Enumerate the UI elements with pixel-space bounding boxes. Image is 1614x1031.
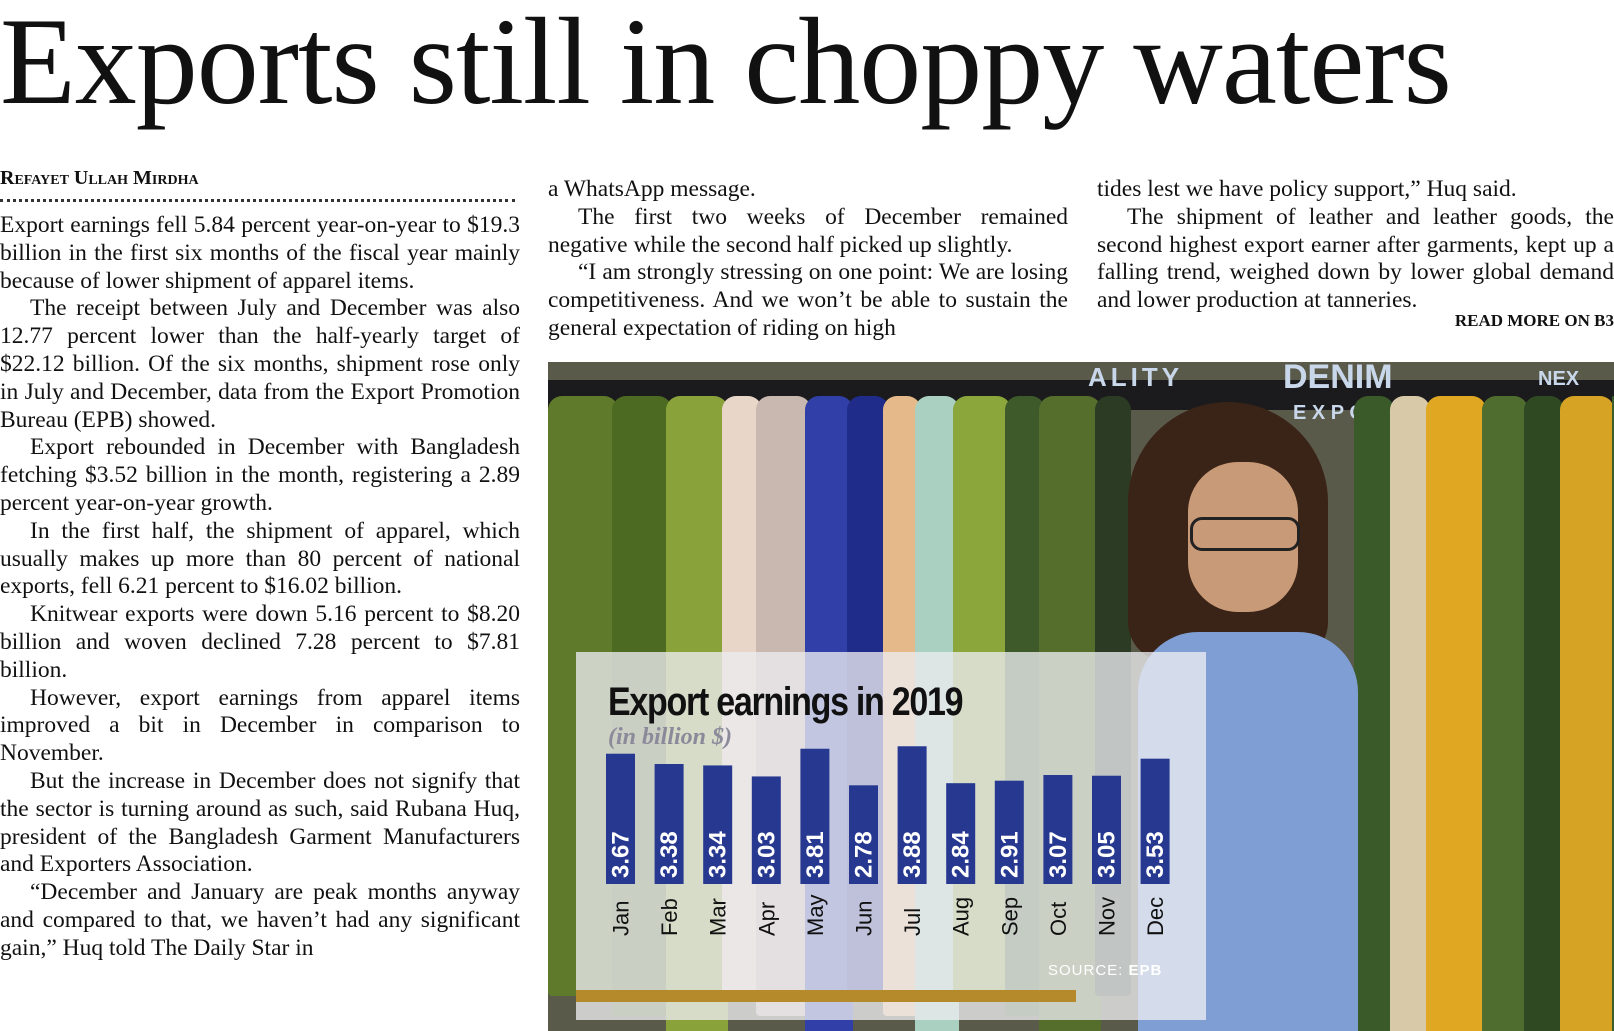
category-label: Feb xyxy=(657,898,682,936)
photo-sign-expo: E X P O xyxy=(1293,402,1365,424)
garment-rack-photo: ALITY DENIM E X P O NEX Export earnings … xyxy=(548,362,1614,1031)
bar-jan xyxy=(606,753,635,884)
bar-sep xyxy=(994,780,1024,884)
bar-apr xyxy=(751,776,781,884)
paragraph: The first two weeks of December remained… xyxy=(548,203,1068,258)
category-label: Jun xyxy=(852,901,877,936)
source-name: EPB xyxy=(1128,962,1163,979)
chart-source: SOURCE: EPB xyxy=(1048,962,1162,979)
bar-value-label: 3.88 xyxy=(899,831,926,878)
category-label: May xyxy=(803,894,828,936)
photo-sign-denim: DENIM xyxy=(1283,362,1393,396)
chart-bars: 3.67 Jan 3.38 Feb 3.34 Mar 3.03 Apr 3.81 May 2.78 J… xyxy=(606,746,1170,936)
byline: Refayet Ullah Mirdha xyxy=(0,167,199,189)
bar-nov xyxy=(1092,775,1121,884)
bar-jun xyxy=(849,785,878,884)
glasses-icon xyxy=(1190,517,1300,551)
bar-dec xyxy=(1140,758,1170,884)
paragraph: But the increase in December does not si… xyxy=(0,767,520,878)
category-label: Jan xyxy=(609,901,634,936)
bar-may xyxy=(800,748,830,884)
paragraph: “I am strongly stressing on one point: W… xyxy=(548,259,1068,341)
chart-source-rule xyxy=(576,990,1076,1002)
bar-mar xyxy=(703,765,733,884)
bar-feb xyxy=(654,764,684,884)
bar-value-label: 3.34 xyxy=(705,831,732,878)
article-column-1: Refayet Ullah Mirdha Export earnings fel… xyxy=(0,165,520,963)
source-label: SOURCE: xyxy=(1048,962,1124,979)
bar-jul xyxy=(897,746,927,884)
category-label: Mar xyxy=(706,898,731,936)
garment xyxy=(1390,396,1430,1031)
paragraph: Export rebounded in December with Bangla… xyxy=(0,434,520,516)
bar-value-label: 3.03 xyxy=(753,831,780,878)
bar-value-label: 3.53 xyxy=(1142,831,1169,878)
byline-divider xyxy=(0,199,515,202)
article-column-2: a WhatsApp message. The first two weeks … xyxy=(548,176,1068,343)
category-label: Oct xyxy=(1046,902,1071,936)
paragraph: The shipment of leather and leather good… xyxy=(1097,203,1614,314)
bar-value-label: 3.81 xyxy=(802,831,829,878)
article-column-3: tides lest we have policy support,” Huq … xyxy=(1097,176,1614,315)
export-earnings-chart: Export earnings in 2019 (in billion $) 3… xyxy=(576,652,1206,1020)
paragraph: In the first half, the shipment of appar… xyxy=(0,517,520,600)
bar-value-label: 3.07 xyxy=(1045,831,1072,878)
bar-value-label: 2.84 xyxy=(948,831,975,878)
paragraph: The receipt between July and December wa… xyxy=(0,295,520,433)
bar-value-label: 2.78 xyxy=(851,831,878,878)
paragraph: Knitwear exports were down 5.16 percent … xyxy=(0,601,520,683)
category-label: Jul xyxy=(900,908,925,936)
category-label: Dec xyxy=(1143,897,1168,936)
chart-title: Export earnings in 2019 xyxy=(608,680,964,724)
paragraph: “December and January are peak months an… xyxy=(0,879,520,961)
headline: Exports still in choppy waters xyxy=(0,0,1452,130)
bar-oct xyxy=(1043,775,1073,884)
paragraph: tides lest we have policy support,” Huq … xyxy=(1097,176,1517,202)
paragraph: However, export earnings from apparel it… xyxy=(0,684,520,767)
category-label: Apr xyxy=(754,902,779,936)
garment xyxy=(1426,396,1486,1031)
category-label: Nov xyxy=(1095,897,1120,936)
category-label: Aug xyxy=(949,897,974,936)
garment xyxy=(1560,396,1614,1031)
paragraph: a WhatsApp message. xyxy=(548,176,756,202)
paragraph: Export earnings fell 5.84 percent year-o… xyxy=(0,212,520,294)
photo-sign-next: NEX xyxy=(1538,368,1580,390)
bar-aug xyxy=(946,783,976,884)
photo-sign-quality: ALITY xyxy=(1088,362,1184,392)
category-label: Sep xyxy=(997,897,1022,936)
garment xyxy=(1612,396,1614,1031)
garment xyxy=(1354,396,1394,1031)
bar-value-label: 3.67 xyxy=(608,831,635,878)
bar-value-label: 2.91 xyxy=(996,831,1023,878)
bar-value-label: 3.05 xyxy=(1094,831,1121,878)
bar-value-label: 3.38 xyxy=(656,831,683,878)
chart-subtitle: (in billion $) xyxy=(608,724,733,750)
read-more-link[interactable]: READ MORE ON B3 xyxy=(1454,311,1614,330)
garment xyxy=(1524,396,1564,1031)
shopper-face xyxy=(1188,462,1298,612)
garment xyxy=(1482,396,1528,1031)
